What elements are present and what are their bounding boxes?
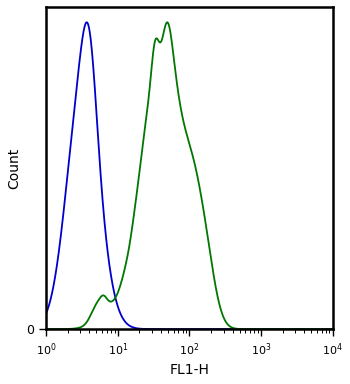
Y-axis label: Count: Count <box>7 147 21 189</box>
X-axis label: FL1-H: FL1-H <box>169 363 209 377</box>
